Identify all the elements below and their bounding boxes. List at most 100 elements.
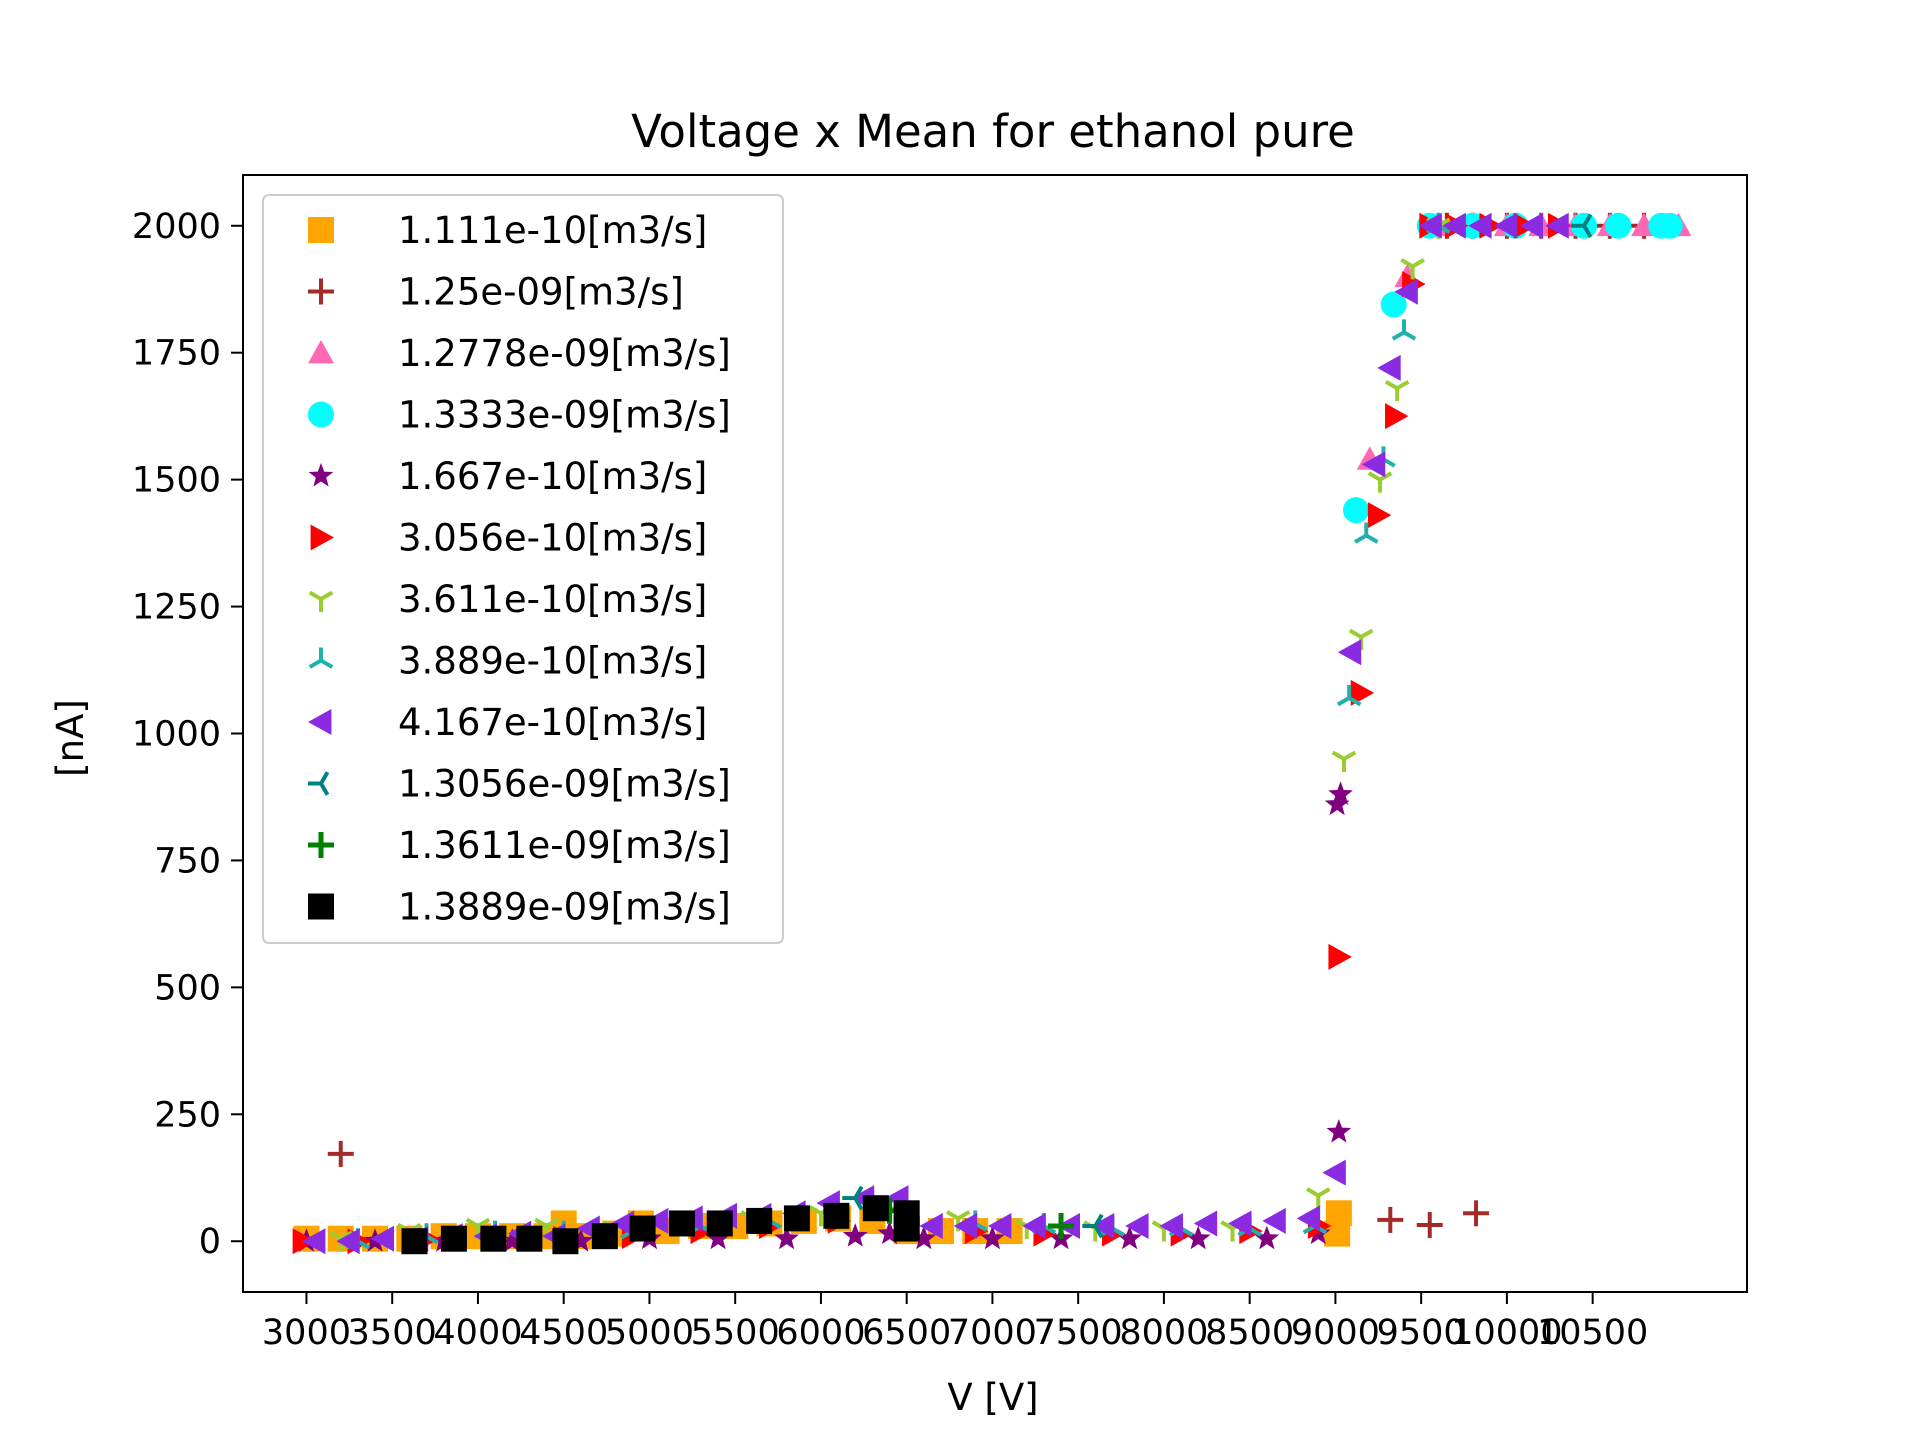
- y-tick-label: 1500: [132, 461, 221, 501]
- data-point: [1380, 291, 1407, 318]
- x-tick-label: 9000: [1291, 1313, 1380, 1353]
- data-point: [370, 1225, 395, 1252]
- legend-marker: [308, 463, 334, 487]
- x-tick-label: 5000: [605, 1313, 694, 1353]
- data-point: [645, 1207, 669, 1234]
- data-point: [336, 1228, 360, 1255]
- data-point: [1385, 403, 1409, 430]
- y-tick-label: 0: [199, 1222, 221, 1262]
- data-point: [1325, 1200, 1352, 1227]
- data-point: [327, 1140, 354, 1167]
- data-point: [980, 1225, 1005, 1250]
- legend-label: 3.889e-10[m3/s]: [398, 640, 707, 683]
- x-tick-label: 7000: [948, 1313, 1037, 1353]
- data-point: [1354, 522, 1379, 544]
- legend-label: 1.3333e-09[m3/s]: [398, 394, 731, 437]
- legend-label: 3.056e-10[m3/s]: [398, 517, 707, 560]
- legend-label: 1.2778e-09[m3/s]: [398, 332, 731, 375]
- x-tick-label: 4000: [433, 1313, 522, 1353]
- legend-label: 1.3056e-09[m3/s]: [398, 763, 731, 806]
- data-point: [823, 1202, 850, 1229]
- data-point: [862, 1195, 889, 1222]
- data-point: [1262, 1207, 1286, 1234]
- data-point: [440, 1225, 467, 1252]
- data-point: [1342, 497, 1369, 524]
- data-point: [1193, 1210, 1218, 1237]
- data-point: [1336, 684, 1362, 707]
- x-tick-label: 8000: [1119, 1313, 1208, 1353]
- legend-marker: [308, 893, 334, 920]
- data-point: [1377, 1206, 1404, 1233]
- data-point: [1391, 319, 1417, 341]
- y-tick-label: 750: [154, 841, 221, 881]
- legend-label: 4.167e-10[m3/s]: [398, 701, 707, 744]
- data-point: [1384, 380, 1410, 402]
- data-point: [842, 1185, 864, 1211]
- legend-marker: [310, 524, 334, 551]
- data-point: [1350, 679, 1375, 706]
- data-point: [1545, 212, 1569, 239]
- data-point: [1337, 639, 1362, 666]
- data-point: [1022, 1212, 1046, 1239]
- series-10: [842, 213, 1593, 1239]
- series-3: [1356, 212, 1692, 470]
- x-tick-label: 4500: [519, 1313, 608, 1353]
- data-point: [1361, 451, 1386, 478]
- data-point: [911, 1225, 937, 1250]
- legend-box: [262, 194, 784, 944]
- data-point: [1519, 212, 1544, 239]
- x-tick-label: 6500: [862, 1313, 951, 1353]
- data-point: [480, 1225, 507, 1252]
- data-point: [1463, 1200, 1490, 1227]
- data-point: [591, 1223, 618, 1250]
- data-point: [1125, 1212, 1149, 1239]
- data-point: [1400, 258, 1425, 280]
- data-point: [1331, 750, 1357, 772]
- y-tick-label: 1250: [132, 588, 221, 628]
- x-tick-label: 6000: [776, 1313, 865, 1353]
- data-point: [1082, 1213, 1104, 1239]
- data-point: [1367, 502, 1392, 529]
- data-point: [1416, 1211, 1443, 1238]
- data-point: [1418, 212, 1442, 239]
- data-point: [499, 1228, 525, 1252]
- data-point: [1571, 213, 1593, 239]
- legend-marker: [308, 401, 334, 428]
- legend-label: 1.111e-10[m3/s]: [398, 209, 707, 252]
- data-point: [1324, 791, 1350, 816]
- x-axis-label: V [V]: [947, 1376, 1038, 1419]
- legend-marker: [308, 278, 334, 305]
- series-12: [401, 1195, 920, 1255]
- legend-marker: [308, 590, 334, 612]
- y-axis: 0 250 500 750 1000 1250 1500 1750 2000: [132, 207, 243, 1262]
- data-point: [610, 1210, 635, 1237]
- data-point: [629, 1215, 656, 1242]
- legend: 1.111e-10[m3/s] 1.25e-09[m3/s] 1.2778e-09[…: [262, 194, 784, 944]
- data-point: [1656, 212, 1683, 239]
- y-tick-label: 1750: [132, 334, 221, 374]
- data-point: [988, 1212, 1012, 1239]
- data-point: [1322, 1159, 1346, 1186]
- data-point: [953, 1212, 978, 1239]
- y-tick-label: 250: [154, 1095, 221, 1135]
- data-point: [1377, 354, 1401, 381]
- legend-marker: [308, 832, 334, 858]
- data-point: [1306, 1187, 1331, 1209]
- data-point: [1117, 1225, 1142, 1250]
- chart-title: Voltage x Mean for ethanol pure: [631, 105, 1355, 158]
- legend-marker: [308, 340, 334, 364]
- legend-label: 1.667e-10[m3/s]: [398, 455, 707, 498]
- data-point: [669, 1210, 696, 1237]
- data-point: [302, 1228, 326, 1255]
- data-point: [516, 1225, 543, 1252]
- data-point: [783, 1205, 810, 1232]
- data-point: [1394, 278, 1418, 305]
- legend-marker: [308, 217, 334, 243]
- data-marks: [292, 212, 1692, 1255]
- data-point: [1185, 1225, 1211, 1250]
- data-point: [1605, 212, 1632, 239]
- x-tick-label: 9500: [1377, 1313, 1466, 1353]
- data-point: [1468, 212, 1492, 239]
